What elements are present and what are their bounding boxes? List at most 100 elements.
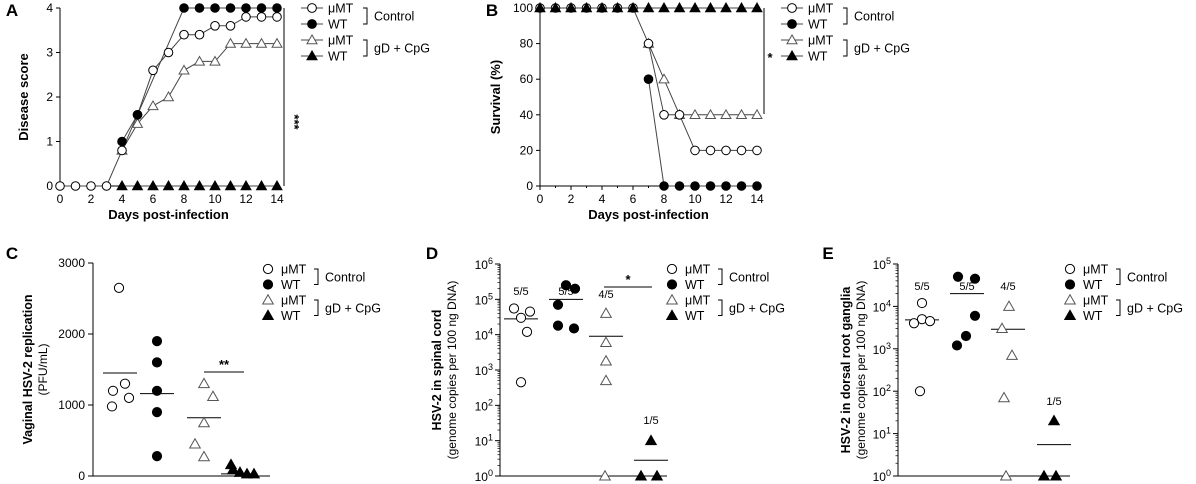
y-tick-label: 1000 bbox=[58, 398, 85, 412]
data-point bbox=[210, 21, 220, 31]
legend-label: WT bbox=[281, 278, 301, 292]
legend-label: WT bbox=[1083, 278, 1103, 292]
data-point bbox=[689, 2, 701, 13]
panel-d: D HSV-2 in spinal cord (genome copies per … bbox=[426, 244, 668, 481]
legend-label: μMT bbox=[1083, 294, 1109, 308]
data-point bbox=[736, 145, 747, 156]
data-point bbox=[690, 181, 700, 191]
panel-letter: C bbox=[6, 244, 18, 263]
x-tick-label: 12 bbox=[239, 192, 253, 206]
x-tick-label: 0 bbox=[57, 192, 64, 206]
y-tick-label: 80 bbox=[520, 37, 534, 51]
data-point bbox=[101, 181, 112, 191]
legend-marker bbox=[306, 49, 318, 61]
y-tick-label: 102 bbox=[475, 397, 493, 413]
legend-marker bbox=[1064, 263, 1076, 275]
detection-fraction-label: 5/5 bbox=[558, 286, 573, 298]
panel-letter: E bbox=[822, 244, 833, 263]
data-point bbox=[515, 312, 527, 323]
data-point bbox=[960, 330, 972, 342]
data-point bbox=[131, 180, 144, 191]
data-point bbox=[644, 434, 658, 446]
legend-bracket bbox=[363, 39, 368, 57]
data-point bbox=[193, 55, 206, 66]
data-point bbox=[580, 2, 593, 13]
data-point bbox=[521, 326, 533, 337]
data-point bbox=[721, 181, 731, 191]
legend-label: WT bbox=[685, 278, 705, 292]
legend-marker bbox=[787, 3, 797, 13]
data-point bbox=[148, 65, 158, 76]
legend-label: WT bbox=[328, 50, 348, 64]
legend-marker bbox=[261, 309, 275, 320]
data-point bbox=[951, 340, 963, 351]
data-point bbox=[162, 91, 175, 102]
data-point bbox=[178, 180, 190, 191]
y-tick-label: 2 bbox=[46, 90, 53, 104]
data-point bbox=[642, 2, 655, 13]
data-point bbox=[197, 416, 211, 428]
data-point bbox=[272, 3, 282, 13]
y-axis-label: Vaginal HSV-2 replication bbox=[21, 294, 35, 444]
data-point bbox=[272, 12, 282, 22]
data-point bbox=[226, 463, 240, 475]
data-point bbox=[179, 29, 189, 40]
y-tick-label: 3 bbox=[46, 46, 53, 60]
y-tick-label: 104 bbox=[475, 327, 493, 343]
data-point bbox=[194, 29, 205, 40]
data-point bbox=[117, 136, 127, 147]
significance-label: ** bbox=[219, 357, 230, 372]
data-point bbox=[524, 306, 536, 317]
y-axis-sublabel: (genome copies per 100 ng DNA) bbox=[854, 281, 868, 460]
legend-bracket bbox=[1116, 268, 1121, 285]
data-point bbox=[643, 38, 654, 49]
data-point bbox=[179, 3, 189, 13]
data-point bbox=[255, 180, 268, 191]
data-point bbox=[969, 310, 981, 321]
legend-marker bbox=[786, 33, 798, 45]
legend-label: μMT bbox=[328, 2, 354, 16]
legend-marker bbox=[262, 263, 274, 275]
y-axis-label: HSV-2 in spinal cord bbox=[430, 310, 444, 431]
data-point bbox=[151, 336, 163, 347]
data-point bbox=[151, 451, 163, 462]
data-point bbox=[233, 466, 247, 477]
data-point bbox=[132, 110, 143, 120]
legend-bracket bbox=[314, 268, 319, 285]
data-point bbox=[123, 392, 135, 403]
data-point bbox=[720, 2, 732, 13]
legend-group-label: Control bbox=[729, 270, 769, 284]
data-point bbox=[720, 108, 732, 120]
data-point bbox=[752, 181, 762, 191]
data-point bbox=[247, 467, 261, 479]
data-point bbox=[225, 21, 236, 31]
data-point bbox=[997, 391, 1011, 403]
detection-fraction-label: 1/5 bbox=[643, 415, 658, 427]
detection-fraction-label: 1/5 bbox=[1046, 396, 1061, 408]
legend-group-label: Control bbox=[854, 10, 894, 24]
x-tick-label: 8 bbox=[661, 192, 668, 206]
y-axis-sublabel: (genome copies per 100 ng DNA) bbox=[445, 281, 459, 460]
data-point bbox=[1049, 469, 1063, 481]
legend-marker bbox=[666, 279, 678, 290]
x-tick-label: 10 bbox=[208, 192, 222, 206]
y-tick-label: 20 bbox=[520, 143, 534, 157]
data-point bbox=[599, 374, 613, 386]
data-point bbox=[914, 386, 926, 397]
x-tick-label: 2 bbox=[568, 192, 575, 206]
y-tick-label: 103 bbox=[873, 341, 891, 357]
y-tick-label: 0 bbox=[526, 179, 533, 193]
data-point bbox=[569, 283, 581, 294]
data-point bbox=[599, 354, 613, 366]
y-axis-label: Disease score bbox=[16, 53, 31, 140]
panel-letter: A bbox=[6, 1, 18, 20]
legend-marker bbox=[1063, 293, 1077, 305]
x-tick-label: 14 bbox=[750, 192, 764, 206]
legend-label: μMT bbox=[281, 294, 307, 308]
data-point bbox=[611, 2, 624, 13]
data-point bbox=[106, 401, 118, 412]
data-point bbox=[178, 64, 190, 75]
data-point bbox=[224, 180, 237, 191]
panel-letter: D bbox=[426, 244, 438, 263]
